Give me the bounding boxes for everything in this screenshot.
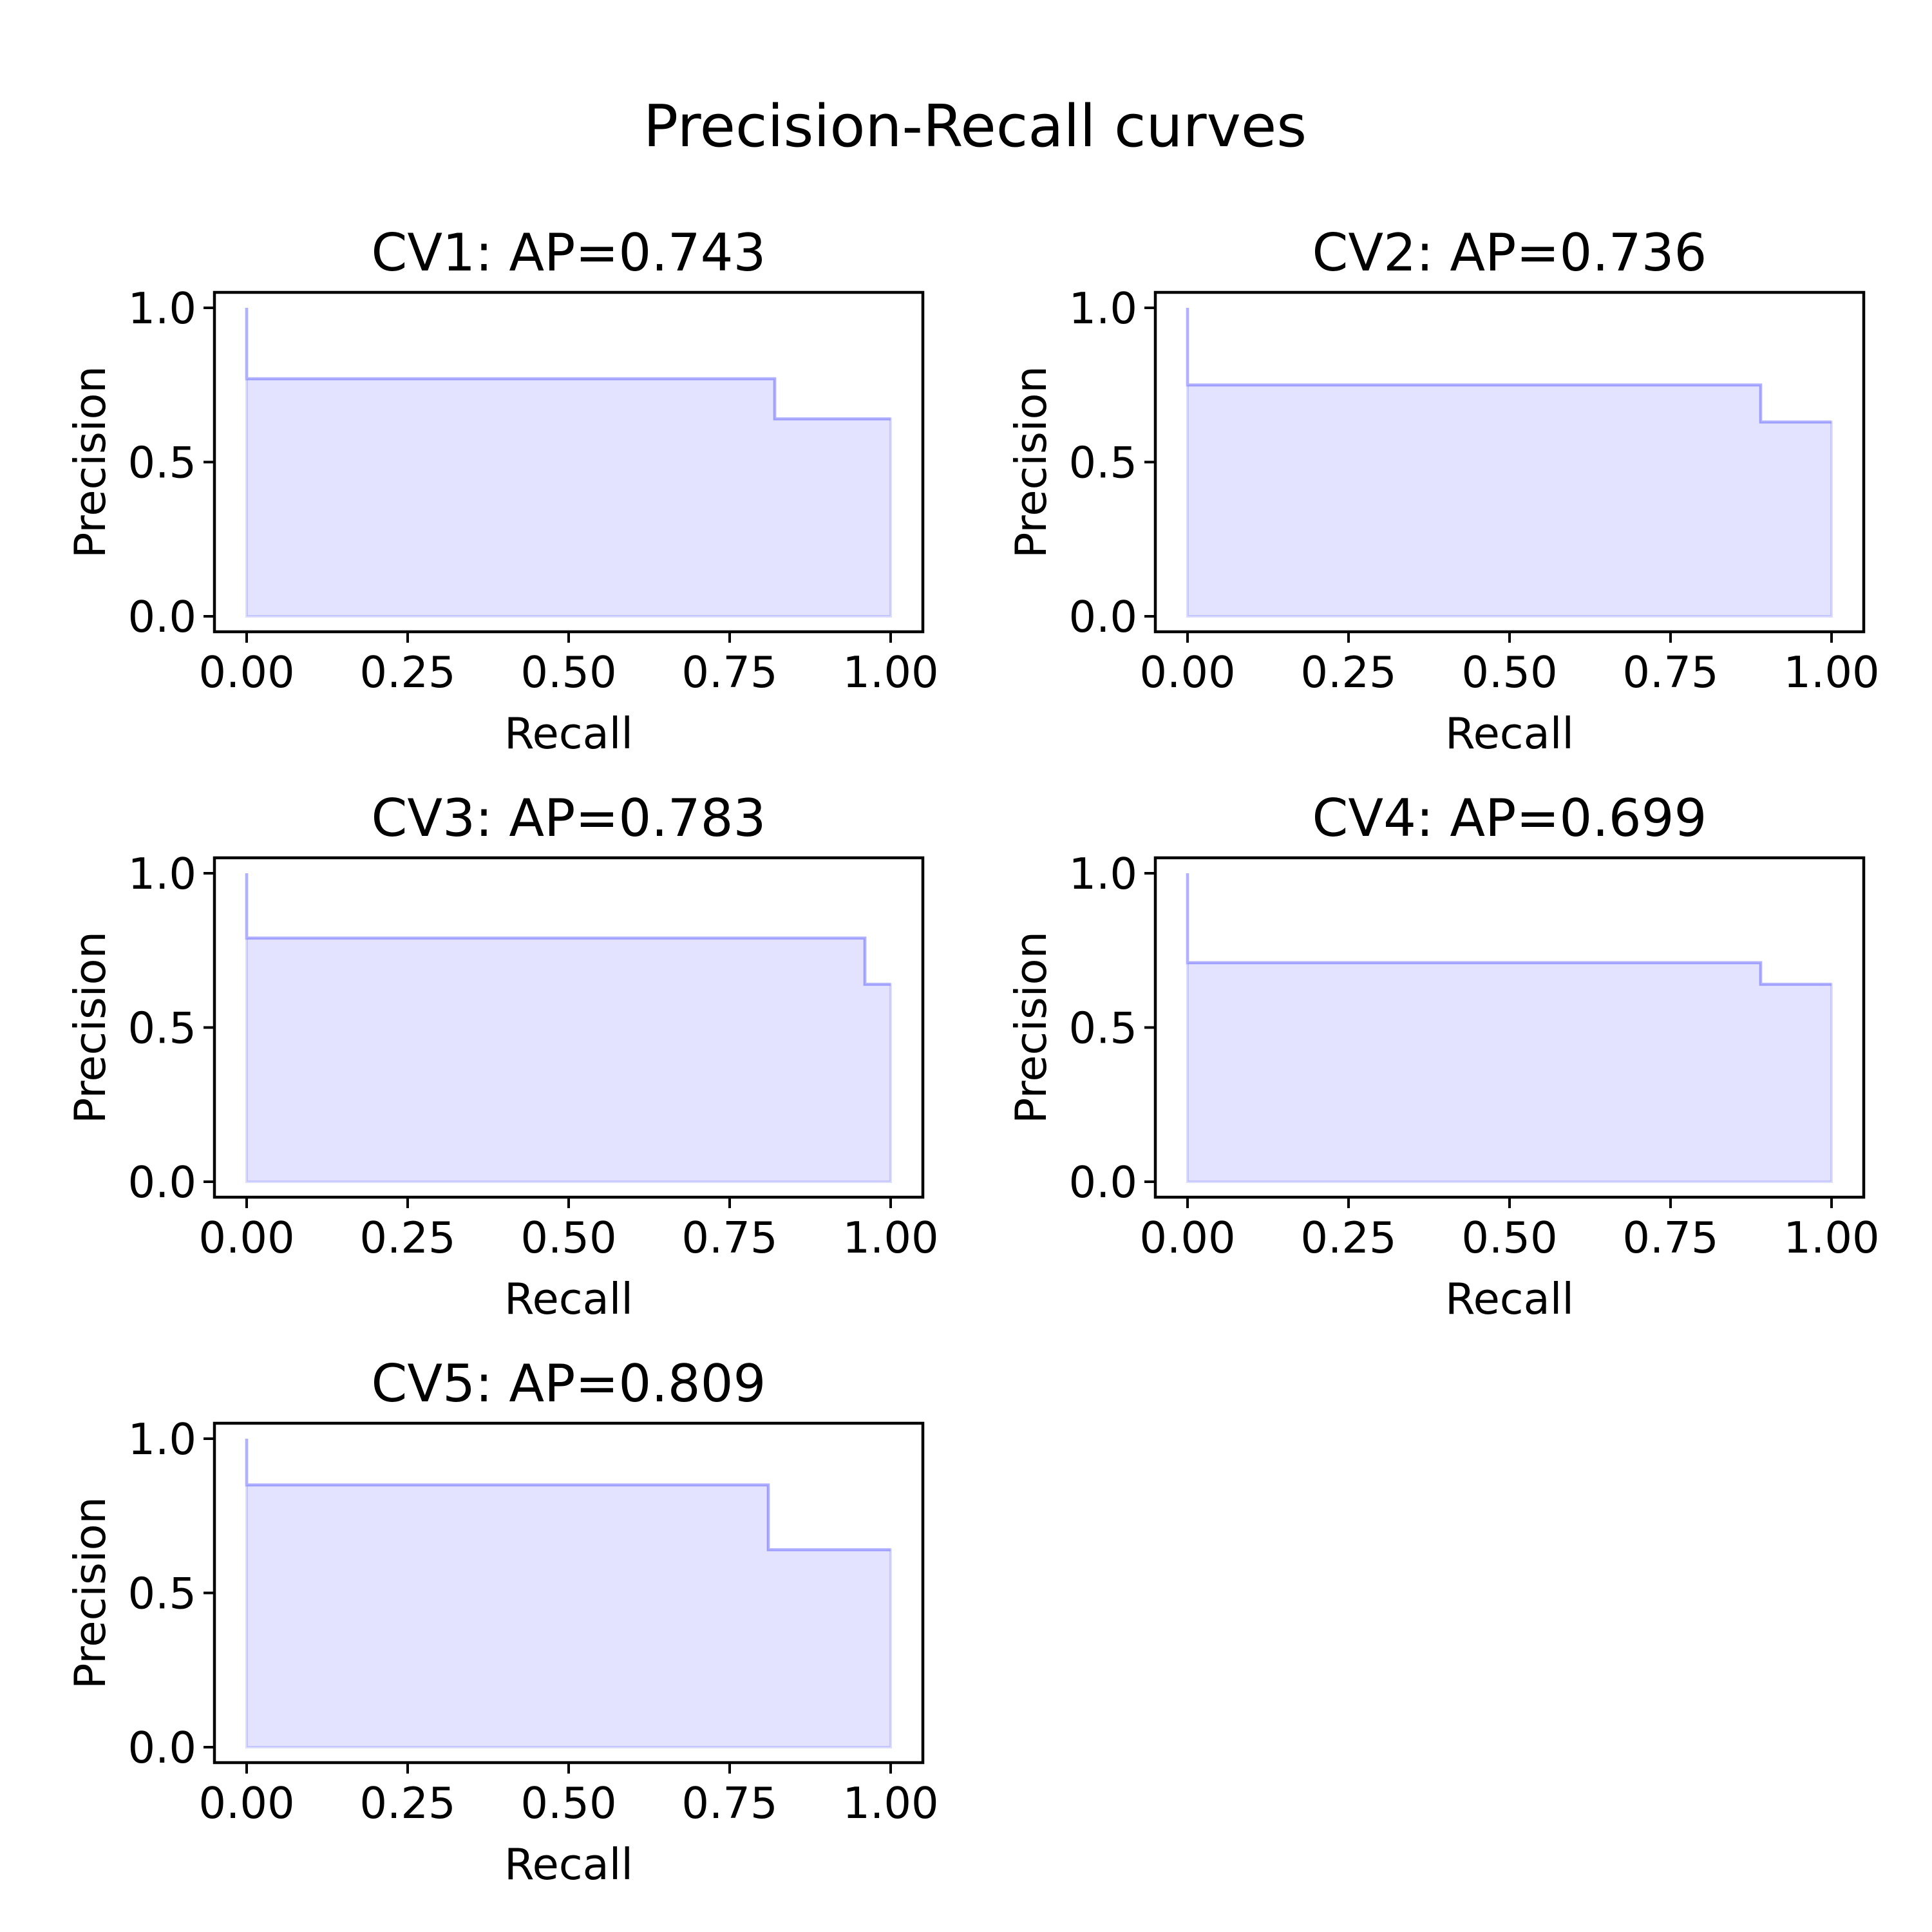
x-tick-label-cv2: 0.00 [1139,647,1235,697]
subplot-title-cv5: CV5: AP=0.809 [372,1354,766,1414]
x-tick-label-cv1: 0.50 [520,647,616,697]
figure-suptitle: Precision-Recall curves [643,93,1307,160]
subplot-cv3: CV3: AP=0.783 0.00 0.25 0.50 0.75 1.00 0.0 0.5 1… [65,788,939,1324]
y-tick-label-cv1: 1.0 [128,283,196,334]
y-tick-label-cv4: 0.5 [1068,1003,1137,1054]
subplot-cv5: CV5: AP=0.809 0.00 0.25 0.50 0.75 1.00 0.0 0.5 1… [65,1354,939,1889]
y-axis-label-cv3: Precision [65,931,115,1124]
x-tick-label-cv3: 0.25 [359,1213,455,1263]
y-axis-label-cv1: Precision [65,366,115,558]
subplot-cv2: CV2: AP=0.736 0.00 0.25 0.50 0.75 1.00 0.0 0.5 1… [1006,223,1880,759]
y-tick-label-cv1: 0.5 [128,438,196,488]
x-tick-label-cv5: 0.25 [359,1778,455,1828]
x-tick-label-cv1: 0.75 [681,647,777,697]
x-tick-label-cv1: 1.00 [842,647,938,697]
pr-area-cv2 [1186,308,1833,618]
x-tick-label-cv4: 0.25 [1300,1213,1396,1263]
x-tick-label-cv2: 0.75 [1622,647,1718,697]
x-tick-label-cv3: 0.50 [520,1213,616,1263]
y-tick-label-cv2: 0.0 [1068,592,1137,642]
pr-area-cv4 [1186,873,1833,1183]
x-axis-label-cv2: Recall [1445,708,1574,759]
pr-step-line-cv3 [245,873,891,986]
y-tick-label-cv5: 0.5 [128,1569,196,1619]
x-tick-label-cv5: 0.00 [198,1778,294,1828]
y-tick-label-cv3: 0.0 [128,1157,196,1208]
x-tick-label-cv2: 0.50 [1461,647,1557,697]
x-tick-label-cv5: 0.75 [681,1778,777,1828]
y-tick-label-cv5: 0.0 [128,1723,196,1773]
pr-area-cv1 [245,308,892,618]
x-tick-label-cv1: 0.25 [359,647,455,697]
y-tick-label-cv4: 1.0 [1068,849,1137,899]
x-tick-label-cv4: 1.00 [1783,1213,1879,1263]
y-axis-label-cv5: Precision [65,1497,115,1689]
subplot-title-cv2: CV2: AP=0.736 [1312,223,1707,283]
x-tick-label-cv2: 0.25 [1300,647,1396,697]
pr-step-line-cv5 [245,1439,891,1551]
x-axis-label-cv5: Recall [504,1839,633,1889]
pr-area-cv5 [245,1439,892,1748]
pr-step-line-cv2 [1186,308,1832,424]
x-tick-label-cv3: 0.00 [198,1213,294,1263]
y-tick-label-cv3: 0.5 [128,1003,196,1054]
x-tick-label-cv3: 1.00 [842,1213,938,1263]
pr-step-line-cv4 [1186,873,1832,986]
y-tick-label-cv2: 0.5 [1068,438,1137,488]
x-tick-label-cv4: 0.75 [1622,1213,1718,1263]
pr-area-cv3 [245,873,892,1183]
subplot-title-cv3: CV3: AP=0.783 [372,788,766,848]
y-tick-label-cv4: 0.0 [1068,1157,1137,1208]
x-tick-label-cv1: 0.00 [198,647,294,697]
pr-step-line-cv1 [245,308,891,421]
y-axis-label-cv4: Precision [1006,931,1056,1124]
subplot-grid: CV1: AP=0.743 0.00 0.25 0.50 0.75 1.00 0.0 0.5 1… [65,223,1880,1889]
subplot-cv1: CV1: AP=0.743 0.00 0.25 0.50 0.75 1.00 0.0 0.5 1… [65,223,939,759]
subplot-cv4: CV4: AP=0.699 0.00 0.25 0.50 0.75 1.00 0.0 0.5 1… [1006,788,1880,1324]
y-tick-label-cv2: 1.0 [1068,283,1137,334]
x-axis-label-cv1: Recall [504,708,633,759]
subplot-title-cv1: CV1: AP=0.743 [372,223,766,283]
y-tick-label-cv1: 0.0 [128,592,196,642]
x-tick-label-cv4: 0.50 [1461,1213,1557,1263]
y-tick-label-cv5: 1.0 [128,1414,196,1464]
x-tick-label-cv5: 0.50 [520,1778,616,1828]
x-tick-label-cv4: 0.00 [1139,1213,1235,1263]
x-axis-label-cv3: Recall [504,1274,633,1324]
x-tick-label-cv3: 0.75 [681,1213,777,1263]
y-axis-label-cv2: Precision [1006,366,1056,558]
x-tick-label-cv5: 1.00 [842,1778,938,1828]
x-axis-label-cv4: Recall [1445,1274,1574,1324]
subplot-title-cv4: CV4: AP=0.699 [1312,788,1707,848]
x-tick-label-cv2: 1.00 [1783,647,1879,697]
y-tick-label-cv3: 1.0 [128,849,196,899]
